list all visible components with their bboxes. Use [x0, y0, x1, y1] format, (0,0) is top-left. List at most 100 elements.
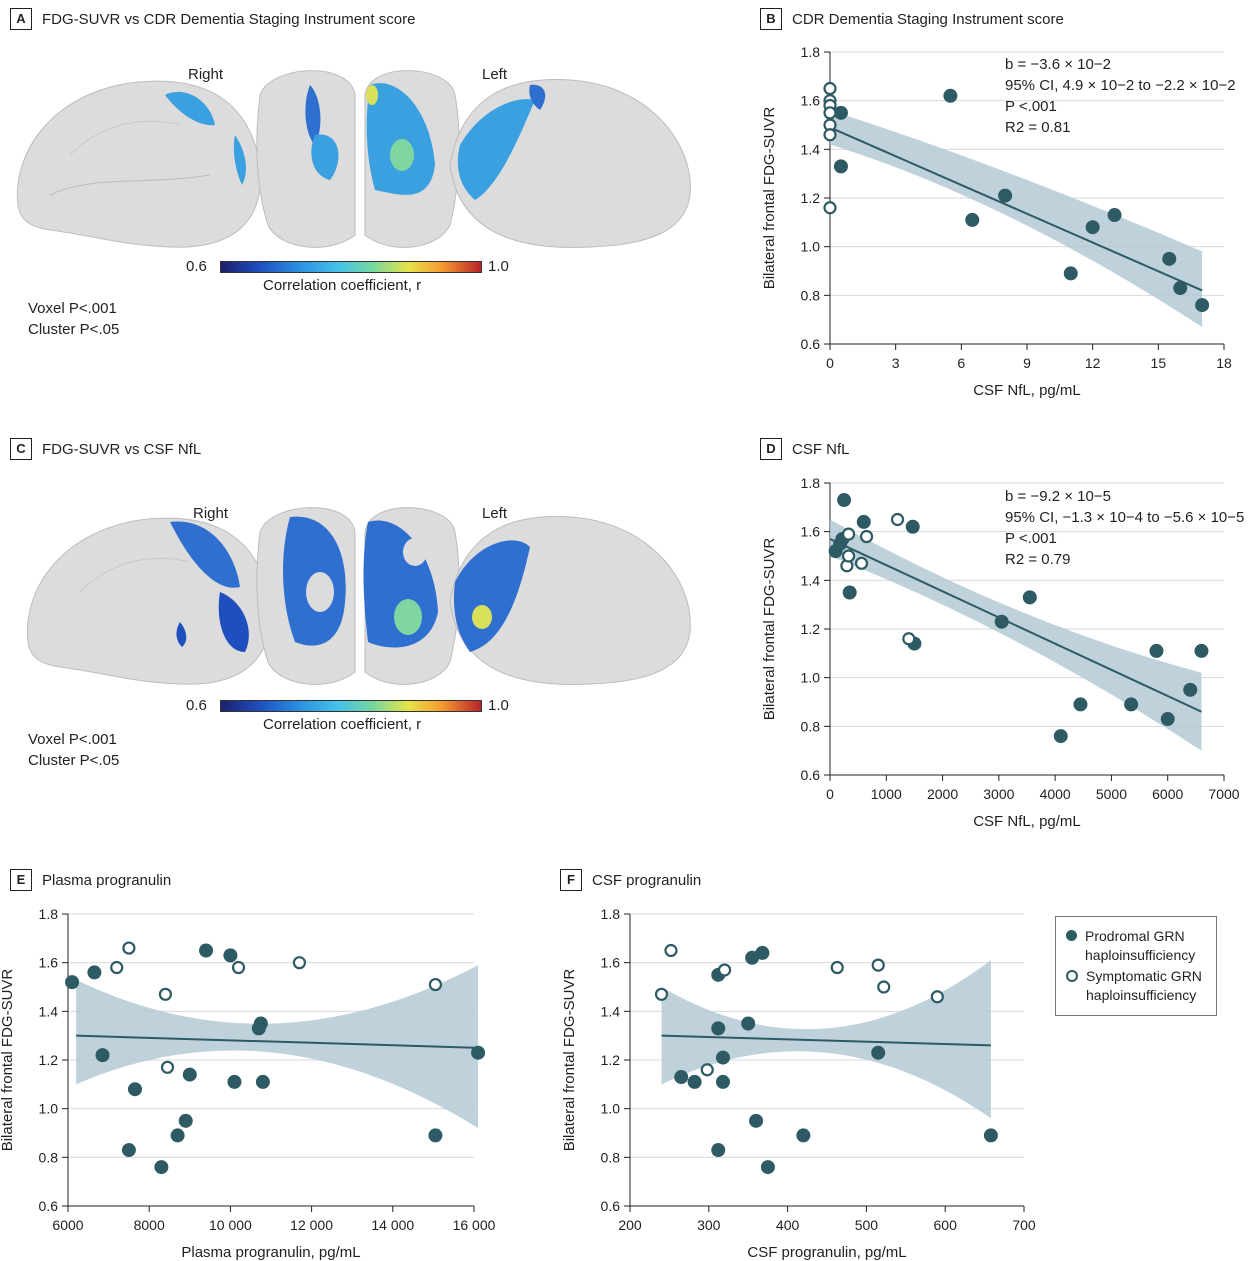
y-tick-label: 1.6 — [801, 524, 821, 540]
panel-c-voxel: Voxel P<.001 — [28, 731, 117, 748]
y-tick-label: 1.8 — [601, 906, 621, 922]
panel-a-right-label: Right — [188, 66, 224, 83]
y-tick-label: 1.0 — [39, 1101, 59, 1117]
legend-prodromal-line2: haploinsufficiency — [1085, 947, 1196, 963]
prodromal-point — [994, 614, 1009, 629]
panel-b-letter: B — [760, 8, 782, 30]
x-tick-label: 2000 — [927, 786, 958, 802]
confidence-band — [76, 965, 479, 1129]
legend-prodromal: Prodromal GRN haploinsufficiency — [1066, 927, 1206, 965]
prodromal-point — [741, 1016, 756, 1031]
y-tick-label: 0.8 — [601, 1149, 621, 1165]
panel-b-stat-r2: R2 = 0.81 — [1005, 119, 1071, 136]
symptomatic-point — [877, 980, 891, 994]
prodromal-point — [983, 1128, 998, 1143]
x-tick-label: 18 — [1216, 355, 1232, 371]
regression-line — [661, 1034, 991, 1047]
panel-b-stat-p: P <.001 — [1005, 98, 1057, 115]
x-tick-label: 16 000 — [453, 1217, 496, 1233]
prodromal-point — [87, 965, 102, 980]
panel-d-stat-ci: 95% CI, −1.3 × 10−4 to −5.6 × 10−5 — [1005, 509, 1245, 526]
prodromal-point — [833, 159, 848, 174]
prodromal-point — [1195, 298, 1210, 313]
open-circle-icon — [1066, 970, 1078, 982]
panel-a-title: FDG-SUVR vs CDR Dementia Staging Instrum… — [42, 10, 416, 28]
legend: Prodromal GRN haploinsufficiency Symptoma… — [1055, 916, 1217, 1016]
symptomatic-point — [823, 81, 837, 96]
prodromal-point — [711, 1143, 726, 1158]
x-axis-label: CSF progranulin, pg/mL — [747, 1244, 906, 1260]
y-tick-label: 1.6 — [39, 955, 59, 971]
symptomatic-point — [902, 632, 916, 646]
prodromal-point — [65, 975, 80, 990]
y-tick-label: 1.8 — [801, 475, 821, 491]
x-tick-label: 6 — [957, 355, 965, 371]
prodromal-point — [1124, 697, 1139, 712]
x-tick-label: 4000 — [1040, 786, 1071, 802]
prodromal-point — [965, 212, 980, 227]
symptomatic-point — [854, 556, 869, 570]
prodromal-point — [1073, 697, 1088, 712]
y-tick-label: 1.2 — [39, 1052, 59, 1068]
legend-symptomatic: Symptomatic GRN haploinsufficiency — [1066, 967, 1206, 1005]
x-tick-label: 14 000 — [371, 1217, 414, 1233]
panel-b-stat-ci: 95% CI, 4.9 × 10−2 to −2.2 × 10−2 — [1005, 77, 1236, 94]
y-axis-label: Bilateral frontal FDG-SUVR — [561, 969, 578, 1152]
prodromal-point — [842, 585, 857, 600]
y-tick-label: 1.2 — [601, 1052, 621, 1068]
panel-c-cluster: Cluster P<.05 — [28, 752, 120, 769]
x-tick-label: 0 — [826, 355, 834, 371]
x-tick-label: 9 — [1023, 355, 1031, 371]
y-tick-label: 0.6 — [39, 1198, 59, 1214]
y-tick-label: 1.8 — [39, 906, 59, 922]
symptomatic-point — [292, 956, 307, 970]
panel-a-letter: A — [10, 8, 32, 30]
panel-e-header: E Plasma progranulin — [10, 869, 171, 891]
panel-c-title: FDG-SUVR vs CSF NfL — [42, 440, 202, 458]
y-tick-label: 1.4 — [801, 572, 821, 588]
panel-a-header: A FDG-SUVR vs CDR Dementia Staging Instr… — [10, 8, 415, 30]
panel-a-left-label: Left — [482, 66, 508, 83]
y-tick-label: 1.0 — [801, 670, 821, 686]
legend-symptomatic-line1: Symptomatic GRN — [1086, 968, 1202, 984]
x-tick-label: 0 — [826, 786, 834, 802]
regression-line — [829, 126, 1203, 292]
colorbar-a-max: 1.0 — [488, 258, 509, 275]
prodromal-point — [687, 1074, 702, 1089]
y-tick-label: 0.6 — [801, 767, 821, 783]
prodromal-point — [255, 1074, 270, 1089]
x-tick-label: 600 — [934, 1217, 958, 1233]
panel-e-letter: E — [10, 869, 32, 891]
prodromal-point — [199, 943, 214, 958]
prodromal-point — [1053, 729, 1068, 744]
prodromal-point — [905, 519, 920, 534]
symptomatic-point — [841, 527, 856, 541]
panel-f-header: F CSF progranulin — [560, 869, 701, 891]
symptomatic-point — [664, 943, 678, 958]
symptomatic-point — [231, 960, 246, 975]
y-tick-label: 0.8 — [801, 287, 821, 303]
prodromal-point — [711, 1021, 726, 1036]
panel-f-title: CSF progranulin — [592, 871, 702, 889]
y-tick-label: 1.0 — [601, 1101, 621, 1117]
prodromal-point — [471, 1045, 486, 1060]
prodromal-point — [1085, 220, 1100, 235]
panel-c-header: C FDG-SUVR vs CSF NfL — [10, 438, 201, 460]
panel-b-title: CDR Dementia Staging Instrument score — [792, 10, 1064, 28]
x-tick-label: 300 — [697, 1217, 721, 1233]
y-tick-label: 1.0 — [801, 239, 821, 255]
panel-d-header: D CSF NfL — [760, 438, 850, 460]
y-axis-label: Bilateral frontal FDG-SUVR — [761, 538, 778, 721]
brain-a-right-lateral — [16, 80, 262, 248]
x-tick-label: 15 — [1151, 355, 1167, 371]
brain-c-right-frontal — [256, 507, 356, 685]
symptomatic-point — [830, 960, 844, 975]
prodromal-point — [1194, 643, 1209, 658]
panel-f-letter: F — [560, 869, 582, 891]
prodromal-point — [1149, 643, 1164, 658]
brain-c-right-lateral — [26, 517, 272, 685]
prodromal-point — [760, 1160, 775, 1175]
colorbar-c-label: Correlation coefficient, r — [263, 716, 422, 733]
prodromal-point — [1173, 281, 1188, 296]
symptomatic-point — [110, 960, 124, 975]
